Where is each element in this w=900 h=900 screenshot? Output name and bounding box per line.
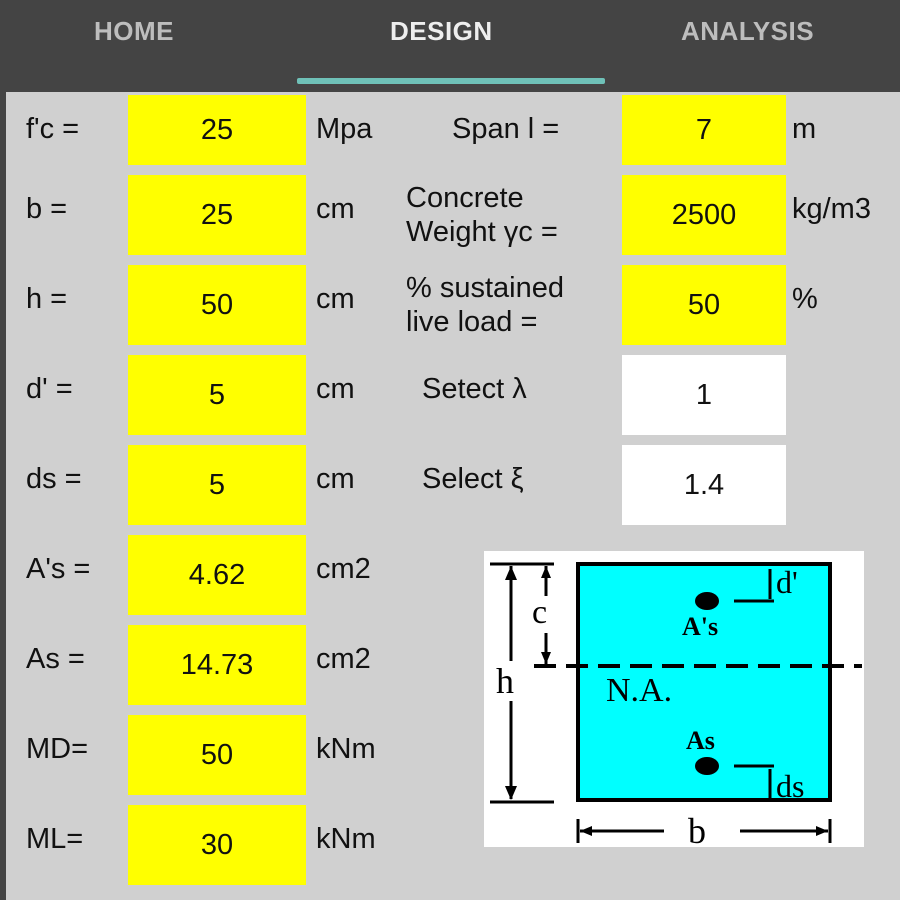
tab-bar: HOME DESIGN ANALYSIS: [0, 0, 900, 90]
param-input[interactable]: 30: [128, 805, 306, 885]
active-tab-indicator: [297, 78, 605, 84]
param-input[interactable]: 25: [128, 175, 306, 255]
beam-section-diagram: c h d' A's N.A. As ds b: [484, 551, 864, 851]
param-label: f'c =: [26, 113, 80, 145]
neutral-axis-label: N.A.: [606, 672, 672, 709]
param-unit: cm2: [316, 643, 371, 675]
h-label: h: [496, 661, 514, 701]
param-input[interactable]: 25: [128, 95, 306, 165]
param-unit: cm: [316, 373, 355, 405]
param-input[interactable]: 2500: [622, 175, 786, 255]
param-unit: kNm: [316, 823, 376, 855]
param-unit: cm: [316, 463, 355, 495]
param-input[interactable]: 4.62: [128, 535, 306, 615]
param-input[interactable]: 14.73: [128, 625, 306, 705]
param-input[interactable]: 1.4: [622, 445, 786, 525]
param-label: ds =: [26, 463, 82, 495]
param-input[interactable]: 7: [622, 95, 786, 165]
param-label: Setect λ: [422, 373, 527, 405]
param-unit: kg/m3: [792, 193, 871, 225]
b-label: b: [688, 811, 706, 847]
param-label: Span l =: [452, 113, 560, 145]
param-label: b =: [26, 193, 68, 225]
param-input[interactable]: 5: [128, 445, 306, 525]
param-input[interactable]: 50: [128, 715, 306, 795]
param-unit: %: [792, 283, 818, 315]
param-unit: m: [792, 113, 817, 145]
label-line: Weight γc =: [406, 216, 558, 248]
param-unit: cm: [316, 283, 355, 315]
param-unit: cm2: [316, 553, 371, 585]
ds-label: ds: [776, 768, 804, 804]
tab-analysis[interactable]: ANALYSIS: [681, 16, 815, 46]
param-label: Select ξ: [422, 463, 524, 495]
param-unit: cm: [316, 193, 355, 225]
param-input[interactable]: 50: [622, 265, 786, 345]
param-label: h =: [26, 283, 68, 315]
param-input[interactable]: 1: [622, 355, 786, 435]
tab-design[interactable]: DESIGN: [390, 16, 493, 46]
param-label: % sustained live load =: [406, 271, 564, 339]
param-unit: kNm: [316, 733, 376, 765]
label-line: % sustained: [406, 272, 564, 304]
param-input[interactable]: 5: [128, 355, 306, 435]
param-label: As =: [26, 643, 85, 675]
label-line: live load =: [406, 306, 538, 338]
tab-home[interactable]: HOME: [94, 16, 174, 46]
param-label: d' =: [26, 373, 73, 405]
as-prime-label: A's: [682, 612, 718, 641]
param-input[interactable]: 50: [128, 265, 306, 345]
param-label: MD=: [26, 733, 89, 765]
c-label: c: [532, 594, 547, 631]
param-label: A's =: [26, 553, 91, 585]
param-unit: Mpa: [316, 113, 373, 145]
param-label: ML=: [26, 823, 84, 855]
d-prime-label: d': [776, 564, 798, 600]
label-line: Concrete: [406, 182, 524, 214]
param-label: Concrete Weight γc =: [406, 181, 558, 249]
as-label: As: [686, 726, 715, 755]
